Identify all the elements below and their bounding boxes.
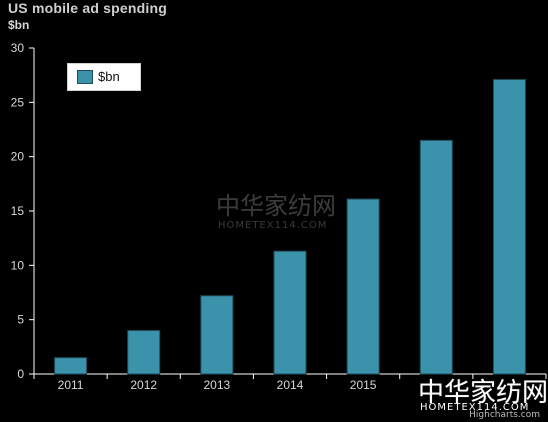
bar-2014 <box>273 250 307 375</box>
bar-2016 <box>419 139 453 375</box>
bar-2011 <box>54 357 88 375</box>
legend[interactable]: $bn <box>67 63 141 91</box>
bar-2017 <box>492 79 526 375</box>
legend-swatch <box>77 70 93 84</box>
y-tick-label: 30 <box>11 41 25 55</box>
x-tick-label: 2015 <box>350 378 377 392</box>
bar-2015 <box>346 198 380 375</box>
chart-title: US mobile ad spending <box>8 0 167 16</box>
legend-label: $bn <box>98 69 120 84</box>
y-tick-label: 5 <box>17 313 24 327</box>
y-tick-label: 25 <box>11 95 25 109</box>
x-tick-label: 2011 <box>58 378 84 392</box>
bar-2013 <box>200 295 234 375</box>
bar-2012 <box>127 330 161 375</box>
x-tick-label: 2013 <box>204 378 231 392</box>
center-watermark-url: HOMETEX114.COM <box>218 220 328 231</box>
x-tick-label: 2014 <box>277 378 304 392</box>
y-tick-label: 15 <box>11 204 25 218</box>
chart-unit-label: $bn <box>8 18 30 32</box>
y-tick-label: 10 <box>11 258 25 272</box>
y-tick-label: 0 <box>17 367 24 381</box>
center-watermark: 中华家纺网 <box>216 192 336 220</box>
x-tick-label: 2012 <box>130 378 157 392</box>
corner-watermark: 中华家纺网 <box>418 378 548 408</box>
chart-credit-link[interactable]: Highcharts.com <box>469 410 540 420</box>
y-tick-label: 20 <box>11 150 25 164</box>
corner-watermark-url: HOMETEX114.COM <box>420 402 530 413</box>
